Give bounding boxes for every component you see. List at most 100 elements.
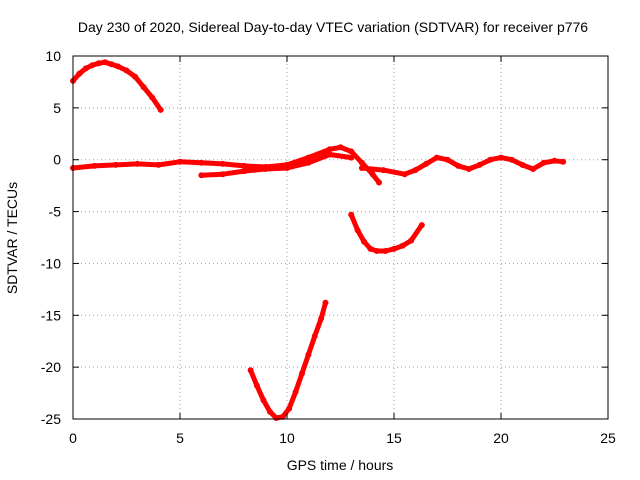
x-tick-label: 0 bbox=[69, 430, 77, 446]
data-point bbox=[322, 299, 329, 306]
data-point bbox=[286, 405, 293, 412]
data-point bbox=[318, 315, 325, 322]
x-axis-label: GPS time / hours bbox=[287, 457, 394, 473]
data-point bbox=[376, 179, 382, 186]
axis-ticks: 0 5 10 15 20 25 10 5 0 -5 -10 -15 -20 -25 bbox=[41, 48, 616, 446]
data-point bbox=[305, 159, 312, 166]
series-arc-near-zero-late bbox=[358, 154, 567, 178]
plot-frame bbox=[72, 55, 609, 420]
x-tick-label: 20 bbox=[493, 430, 509, 446]
x-tick-label: 10 bbox=[279, 430, 295, 446]
series-arc-early-positive bbox=[70, 59, 164, 113]
x-tick-label: 25 bbox=[600, 430, 616, 446]
x-tick-label: 15 bbox=[386, 430, 402, 446]
data-point bbox=[177, 158, 183, 165]
data-point bbox=[361, 238, 367, 245]
data-point bbox=[444, 156, 451, 163]
y-tick-label: 0 bbox=[53, 152, 61, 168]
series-line bbox=[348, 212, 425, 254]
data-point bbox=[260, 397, 267, 404]
data-point bbox=[519, 161, 526, 168]
data-point bbox=[348, 154, 355, 161]
data-point bbox=[382, 248, 389, 254]
data-point bbox=[560, 158, 567, 165]
data-point bbox=[241, 162, 248, 169]
series-arc-deep-negative bbox=[247, 299, 329, 421]
y-tick-label: 10 bbox=[45, 48, 61, 64]
data-point bbox=[108, 61, 115, 68]
y-tick-label: -10 bbox=[41, 255, 61, 271]
y-tick-label: 5 bbox=[53, 100, 61, 116]
data-point bbox=[373, 248, 380, 254]
data-point bbox=[433, 154, 440, 161]
data-point bbox=[423, 160, 430, 167]
data-point bbox=[369, 171, 376, 178]
data-point bbox=[401, 171, 408, 178]
grid bbox=[73, 56, 608, 419]
data-point bbox=[95, 60, 102, 67]
data-point bbox=[198, 159, 205, 166]
y-tick-label: -5 bbox=[49, 204, 62, 220]
data-point bbox=[326, 146, 333, 153]
data-point bbox=[149, 94, 156, 101]
data-point bbox=[155, 161, 162, 168]
series-arc-near-zero-middle bbox=[198, 151, 355, 179]
data-point bbox=[399, 242, 406, 249]
series-arc-negative-dip bbox=[348, 211, 425, 254]
data-point bbox=[219, 171, 226, 178]
data-point bbox=[132, 73, 139, 80]
data-point bbox=[311, 333, 318, 339]
data-point bbox=[89, 62, 96, 69]
data-point bbox=[76, 70, 83, 77]
data-point bbox=[219, 160, 226, 167]
data-point bbox=[408, 237, 415, 244]
data-point bbox=[530, 166, 537, 172]
data-point bbox=[455, 162, 462, 169]
data-point bbox=[241, 168, 248, 175]
data-point bbox=[254, 382, 260, 389]
data-point bbox=[262, 166, 269, 172]
data-point bbox=[476, 161, 483, 168]
data-point bbox=[348, 211, 355, 218]
data-point bbox=[367, 245, 374, 252]
y-tick-label: -25 bbox=[41, 411, 61, 427]
data-series bbox=[70, 59, 567, 421]
data-point bbox=[498, 154, 504, 161]
data-point bbox=[299, 370, 305, 377]
data-point bbox=[540, 159, 547, 166]
x-tick-label: 5 bbox=[176, 430, 184, 446]
data-point bbox=[102, 59, 109, 66]
y-tick-label: -15 bbox=[41, 307, 61, 323]
data-point bbox=[326, 151, 333, 158]
data-point bbox=[508, 156, 515, 163]
series-arc-near-zero-long bbox=[70, 144, 382, 186]
data-point bbox=[380, 167, 387, 174]
y-tick-label: -20 bbox=[41, 359, 61, 375]
data-point bbox=[114, 63, 121, 70]
data-point bbox=[112, 161, 119, 168]
data-point bbox=[284, 165, 290, 171]
y-axis-label: SDTVAR / TECUs bbox=[4, 182, 20, 294]
data-point bbox=[465, 166, 472, 172]
data-point bbox=[266, 408, 273, 415]
data-point bbox=[358, 159, 365, 166]
data-point bbox=[82, 65, 89, 72]
data-point bbox=[418, 222, 425, 229]
data-point bbox=[487, 156, 494, 163]
data-point bbox=[279, 413, 286, 420]
data-point bbox=[134, 160, 141, 167]
data-point bbox=[198, 172, 205, 179]
data-point bbox=[337, 144, 344, 151]
data-point bbox=[123, 67, 130, 74]
data-point bbox=[305, 351, 312, 358]
data-point bbox=[247, 367, 254, 374]
data-point bbox=[358, 165, 365, 171]
data-point bbox=[273, 415, 280, 421]
data-point bbox=[292, 389, 299, 395]
data-point bbox=[354, 227, 361, 234]
data-point bbox=[140, 84, 147, 91]
data-point bbox=[348, 148, 355, 155]
series-line bbox=[198, 152, 354, 178]
